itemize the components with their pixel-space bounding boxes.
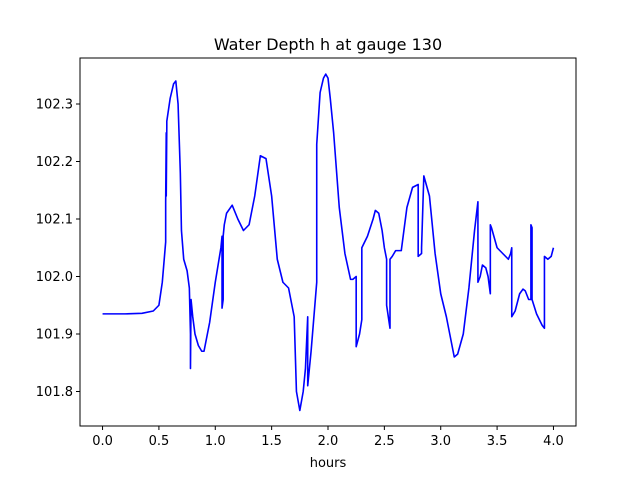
series-line xyxy=(102,73,555,412)
x-tick-label: 1.5 xyxy=(261,434,282,449)
y-tick-label: 102.3 xyxy=(36,98,73,113)
x-tick-label: 4.0 xyxy=(543,434,564,449)
y-tick-label: 102.2 xyxy=(36,155,73,170)
x-tick-label: 0.5 xyxy=(149,434,170,449)
y-tick-label: 102.0 xyxy=(36,270,73,285)
y-tick-label: 102.1 xyxy=(36,213,73,228)
x-tick-label: 3.5 xyxy=(487,434,508,449)
y-tick-label: 101.8 xyxy=(36,385,73,400)
chart-title: Water Depth h at gauge 130 xyxy=(214,35,442,54)
y-axis: 101.8 101.9 102.0 102.1 102.2 102.3 xyxy=(36,98,80,400)
x-axis-label: hours xyxy=(310,456,347,471)
x-axis: 0.0 0.5 1.0 1.5 2.0 2.5 3.0 3.5 4.0 xyxy=(92,426,564,449)
x-tick-label: 1.0 xyxy=(205,434,226,449)
x-tick-label: 2.5 xyxy=(374,434,395,449)
x-tick-label: 2.0 xyxy=(318,434,339,449)
y-tick-label: 101.9 xyxy=(36,328,73,343)
x-tick-label: 3.0 xyxy=(430,434,451,449)
series-layer xyxy=(102,73,555,412)
plot-frame xyxy=(79,57,577,427)
x-tick-label: 0.0 xyxy=(92,434,113,449)
